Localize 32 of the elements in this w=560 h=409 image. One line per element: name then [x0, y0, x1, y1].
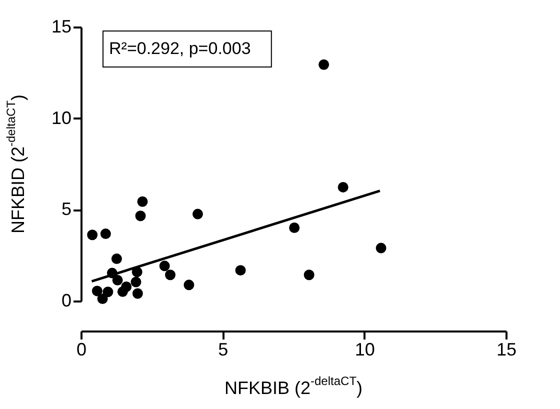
point	[102, 286, 114, 298]
point	[121, 282, 132, 292]
point	[192, 208, 203, 220]
y-tick-label: 5	[61, 199, 72, 220]
x-tick-label: 0	[76, 340, 87, 360]
y-tick-label: 0	[61, 290, 72, 310]
y-tick-label: 15	[51, 16, 72, 36]
point	[235, 265, 246, 276]
point	[132, 288, 143, 299]
point	[304, 270, 314, 280]
point	[111, 254, 122, 264]
point	[159, 260, 170, 272]
x-tick-label: 10	[354, 340, 375, 360]
point	[100, 228, 111, 240]
x-tick-label: 5	[218, 340, 228, 360]
y-axis-title: NFKBID (2-deltaCT)	[4, 94, 28, 234]
point	[112, 274, 123, 286]
point	[184, 280, 194, 290]
point	[135, 210, 146, 222]
point	[92, 286, 102, 296]
point	[338, 182, 348, 192]
point	[318, 59, 330, 70]
x-tick-label: 15	[496, 340, 517, 360]
point	[137, 196, 148, 207]
point	[87, 230, 98, 240]
y-tick-label: 10	[51, 108, 72, 128]
point	[97, 294, 108, 304]
point	[130, 276, 142, 288]
point	[165, 270, 176, 280]
point	[289, 222, 300, 233]
annotation: R²=0.292, p=0.003	[109, 39, 251, 58]
point	[376, 242, 386, 254]
